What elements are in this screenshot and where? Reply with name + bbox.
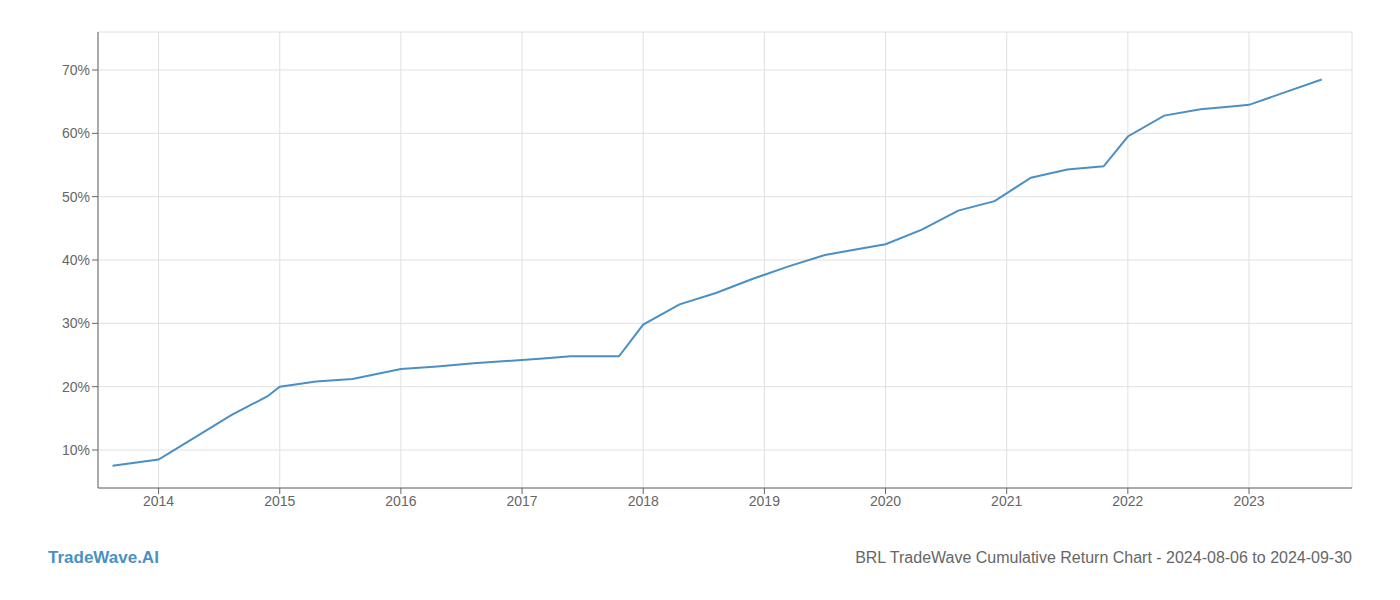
svg-text:2014: 2014 xyxy=(143,493,174,509)
svg-text:2016: 2016 xyxy=(385,493,416,509)
svg-text:2018: 2018 xyxy=(628,493,659,509)
html-text:TradeWave.AI: TradeWave.AI xyxy=(48,548,159,567)
svg-text:2023: 2023 xyxy=(1233,493,1264,509)
svg-text:20%: 20% xyxy=(62,379,90,395)
svg-text:2020: 2020 xyxy=(870,493,901,509)
svg-text:2017: 2017 xyxy=(506,493,537,509)
html-text:BRL TradeWave Cumulative Retur: BRL TradeWave Cumulative Return Chart - … xyxy=(855,549,1352,566)
svg-text:40%: 40% xyxy=(62,252,90,268)
svg-text:2021: 2021 xyxy=(991,493,1022,509)
svg-text:10%: 10% xyxy=(62,442,90,458)
svg-text:2015: 2015 xyxy=(264,493,295,509)
svg-text:60%: 60% xyxy=(62,125,90,141)
svg-text:2019: 2019 xyxy=(749,493,780,509)
svg-text:70%: 70% xyxy=(62,62,90,78)
svg-text:2022: 2022 xyxy=(1112,493,1143,509)
svg-text:50%: 50% xyxy=(62,189,90,205)
svg-text:30%: 30% xyxy=(62,315,90,331)
